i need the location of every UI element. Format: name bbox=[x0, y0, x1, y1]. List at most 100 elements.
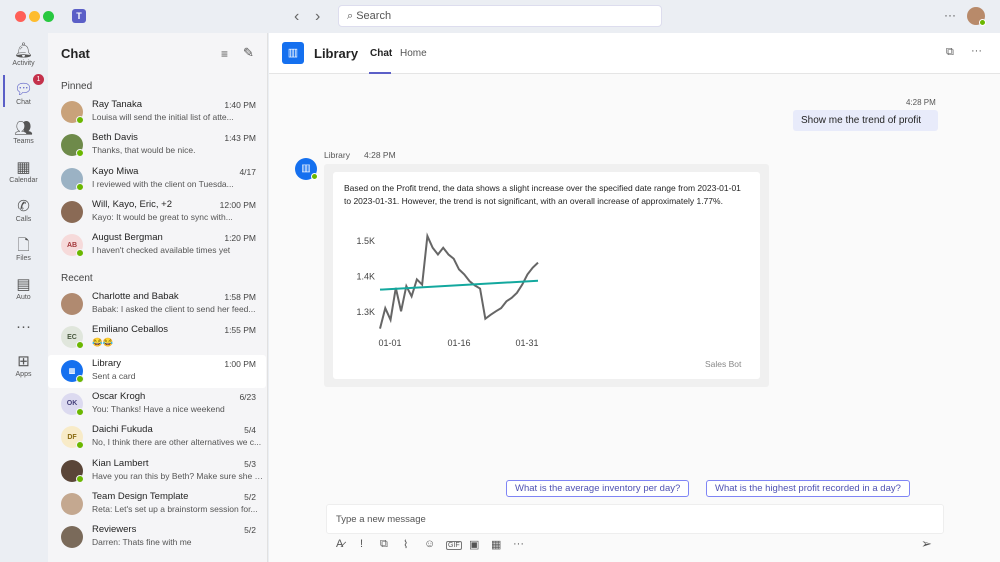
presence-icon bbox=[311, 173, 318, 180]
y-tick-label: 1.5K bbox=[356, 236, 375, 246]
avatar bbox=[61, 492, 83, 515]
auto-icon: ▤ bbox=[16, 276, 31, 293]
format-icon[interactable]: A̷ bbox=[336, 538, 344, 550]
rail-item-more[interactable]: ··· bbox=[0, 318, 47, 336]
pop-out-icon[interactable]: ⧉ bbox=[946, 46, 954, 58]
rail-item-activity[interactable]: 🔔︎ Activity bbox=[0, 42, 47, 67]
user-avatar[interactable] bbox=[967, 7, 986, 26]
chat-name: Beth Davis bbox=[92, 132, 138, 144]
chat-name: August Bergman bbox=[92, 232, 163, 244]
search-input[interactable]: ⌕ Search bbox=[338, 5, 662, 27]
chat-list-item[interactable]: OK Oscar Krogh 6/23 You: Thanks! Have a … bbox=[48, 388, 266, 421]
suggestion-average-inventory[interactable]: What is the average inventory per day? bbox=[506, 480, 690, 497]
x-tick-label: 01-01 bbox=[378, 338, 401, 348]
presence-available-icon bbox=[76, 474, 84, 483]
chat-name: Emiliano Ceballos bbox=[92, 324, 169, 336]
suggestion-highest-profit[interactable]: What is the highest profit recorded in a… bbox=[706, 480, 910, 497]
search-placeholder: Search bbox=[356, 10, 392, 22]
rail-item-label: Activity bbox=[12, 60, 35, 67]
chat-time: 1:58 PM bbox=[224, 292, 256, 302]
important-icon[interactable]: ! bbox=[360, 538, 364, 550]
send-icon[interactable]: ➢ bbox=[921, 536, 932, 551]
chat-time: 1:00 PM bbox=[224, 358, 256, 369]
chat-list-item[interactable]: ▥ Library 1:00 PM Sent a card bbox=[48, 354, 266, 388]
conversation-header: ▥ Library Chat Home ⧉ ··· bbox=[269, 33, 1000, 74]
chat-time: 1:55 PM bbox=[224, 325, 256, 336]
more-actions-icon[interactable]: ··· bbox=[513, 538, 524, 550]
maximize-window-button[interactable] bbox=[43, 11, 54, 22]
chat-list-item[interactable]: AB August Bergman 1:20 PM I haven't chec… bbox=[48, 229, 266, 262]
chat-time: 1:40 PM bbox=[224, 100, 256, 110]
chat-name: Kayo Miwa bbox=[92, 165, 139, 177]
filter-icon[interactable]: ≡ bbox=[221, 47, 229, 61]
chat-list-item[interactable]: Reviewers 5/2 Darren: Thats fine with me bbox=[48, 521, 266, 554]
presence-available-icon bbox=[76, 182, 84, 191]
chat-list-item[interactable]: Will, Kayo, Eric, +2 12:00 PM Kayo: It w… bbox=[48, 196, 266, 229]
gif-icon[interactable]: GIF bbox=[446, 541, 462, 550]
rail-item-teams[interactable]: 👥︎ Teams bbox=[0, 120, 47, 145]
chat-name: Will, Kayo, Eric, +2 bbox=[92, 198, 172, 210]
new-chat-compose-icon[interactable]: ✎ bbox=[243, 45, 254, 60]
more-options-button[interactable]: ··· bbox=[944, 8, 956, 22]
loop-component-icon[interactable]: ⧉ bbox=[380, 538, 388, 550]
active-tab-underline bbox=[369, 72, 391, 74]
chat-list-item[interactable]: Team Design Template 5/2 Reta: Let's set… bbox=[48, 488, 266, 521]
rail-item-files[interactable]: 🗋 Files bbox=[0, 237, 47, 262]
presence-available-icon bbox=[76, 374, 84, 383]
sticker-icon[interactable]: ▣ bbox=[469, 539, 480, 551]
avatar bbox=[61, 200, 83, 223]
user-message-time: 4:28 PM bbox=[906, 98, 936, 107]
compose-placeholder: Type a new message bbox=[336, 514, 426, 525]
tab-home[interactable]: Home bbox=[400, 48, 427, 59]
more-options-button[interactable]: ··· bbox=[971, 45, 982, 57]
active-indicator bbox=[3, 75, 5, 107]
chat-icon: 💬︎ bbox=[13, 81, 34, 98]
user-message: Show me the trend of profit bbox=[793, 110, 938, 131]
conversation-title: Library bbox=[314, 46, 359, 61]
phone-icon: ✆ bbox=[17, 198, 30, 215]
attach-icon[interactable]: ⌇ bbox=[403, 539, 409, 551]
message-compose-input[interactable]: Type a new message bbox=[326, 504, 944, 534]
rail-item-calendar[interactable]: ▦ Calendar bbox=[0, 159, 47, 184]
chat-list-item[interactable]: Ray Tanaka 1:40 PM Louisa will send the … bbox=[48, 96, 266, 129]
app-rail: 🔔︎ Activity 💬︎ Chat 1 👥︎ Teams ▦ Calendar ✆ Calls 🗋… bbox=[0, 33, 47, 562]
chat-time: 5/2 bbox=[244, 525, 256, 536]
chat-time: 1:43 PM bbox=[224, 133, 256, 144]
chat-name: Charlotte and Babak bbox=[92, 291, 179, 302]
avatar bbox=[61, 293, 83, 315]
chat-list-item[interactable]: EC Emiliano Ceballos 1:55 PM 😂😂 bbox=[48, 321, 266, 354]
teams-logo-icon: T bbox=[72, 9, 86, 23]
card-footer: Sales Bot bbox=[705, 359, 742, 369]
pinned-section-label: Pinned bbox=[61, 81, 93, 92]
file-icon: 🗋 bbox=[17, 237, 30, 254]
forward-chevron-right-icon[interactable]: › bbox=[315, 8, 321, 25]
rail-item-apps[interactable]: ⊞ Apps bbox=[0, 353, 47, 378]
close-window-button[interactable] bbox=[15, 11, 26, 22]
emoji-icon[interactable]: ☺ bbox=[424, 538, 436, 550]
chat-list-item[interactable]: Beth Davis 1:43 PM Thanks, that would be… bbox=[48, 129, 266, 162]
recent-section-label: Recent bbox=[61, 273, 93, 284]
rail-item-chat[interactable]: 💬︎ Chat 1 bbox=[0, 74, 47, 106]
chat-list-item[interactable]: Kayo Miwa 4/17 I reviewed with the clien… bbox=[48, 163, 266, 196]
presence-available-icon bbox=[76, 407, 84, 416]
card-summary-text: Based on the Profit trend, the data show… bbox=[344, 183, 741, 206]
presence-available-icon bbox=[76, 149, 84, 158]
chat-list-item[interactable]: Kian Lambert 5/3 Have you ran this by Be… bbox=[48, 455, 266, 488]
back-chevron-left-icon[interactable]: ‹ bbox=[294, 8, 300, 25]
avatar bbox=[61, 526, 83, 549]
chat-list-title: Chat bbox=[61, 46, 90, 61]
more-icon: ··· bbox=[16, 318, 31, 335]
schedule-meeting-icon[interactable]: ▦ bbox=[491, 539, 502, 551]
chat-name: Kian Lambert bbox=[92, 457, 149, 469]
bell-icon: 🔔︎ bbox=[13, 42, 34, 59]
rail-item-calls[interactable]: ✆ Calls bbox=[0, 198, 47, 223]
chat-list-item[interactable]: DF Daichi Fukuda 5/4 No, I think there a… bbox=[48, 421, 266, 454]
rail-item-auto[interactable]: ▤ Auto bbox=[0, 276, 47, 301]
library-app-icon: ▥ bbox=[282, 42, 304, 64]
chat-name: Daichi Fukuda bbox=[92, 424, 153, 436]
tab-chat[interactable]: Chat bbox=[370, 48, 393, 59]
chat-list-item[interactable]: Charlotte and Babak 1:58 PM Babak: I ask… bbox=[48, 288, 266, 321]
chat-time: 6/23 bbox=[239, 391, 256, 402]
minimize-window-button[interactable] bbox=[29, 11, 40, 22]
